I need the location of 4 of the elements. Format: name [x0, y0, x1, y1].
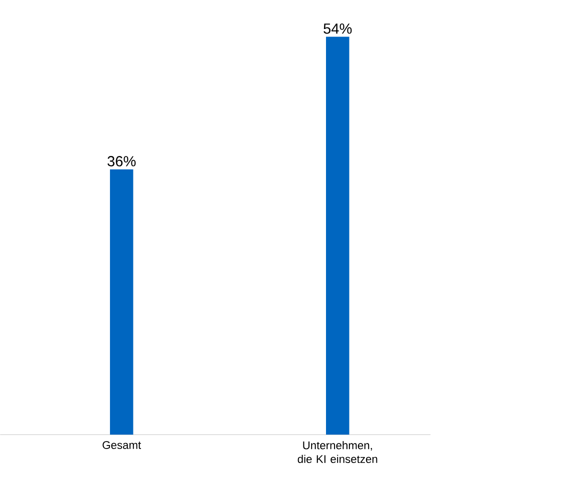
- data-label: 54%: [324, 24, 352, 34]
- x-tick-label: Unternehmen, die KI einsetzen: [298, 441, 378, 464]
- data-label: 36%: [108, 156, 136, 167]
- x-tick-label: Gesamt: [102, 441, 142, 450]
